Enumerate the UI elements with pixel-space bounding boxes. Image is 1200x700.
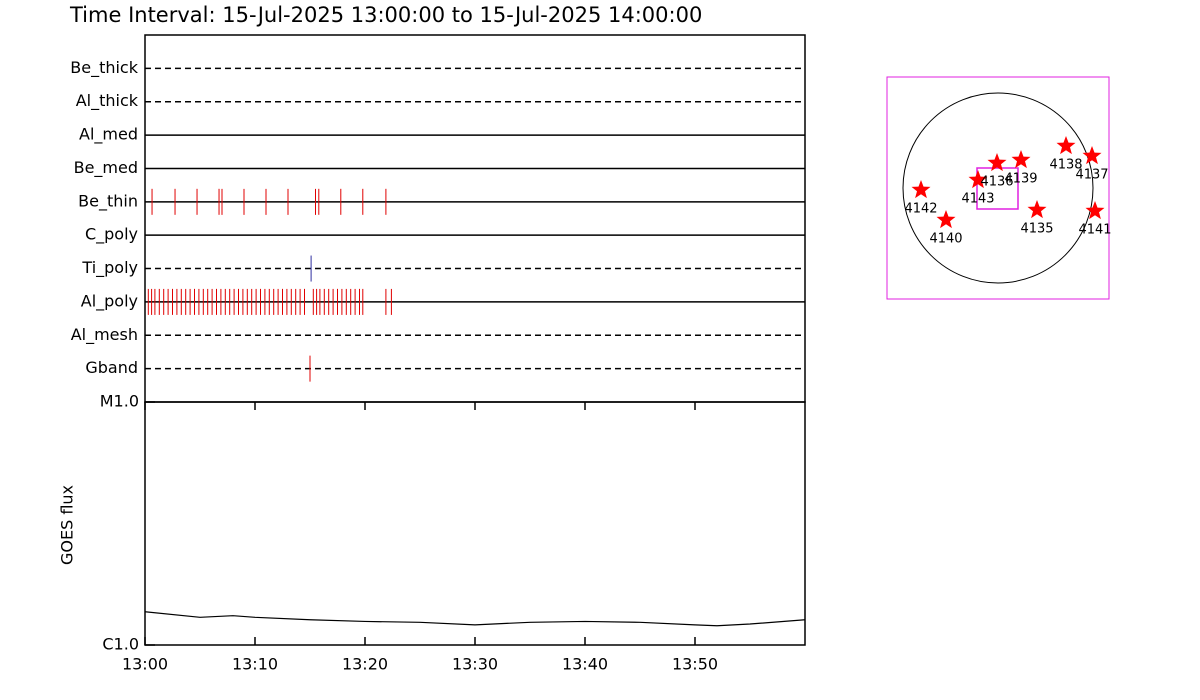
filter-label: Ti_poly — [81, 258, 138, 278]
active-region-label: 4138 — [1049, 158, 1082, 173]
active-region-star — [1011, 150, 1031, 169]
filter-label: Be_med — [74, 158, 138, 178]
active-region-label: 4137 — [1075, 168, 1108, 183]
filter-label: C_poly — [85, 225, 138, 245]
solar-limb — [902, 92, 1094, 284]
filter-label: Al_poly — [81, 291, 138, 311]
active-region-star — [987, 153, 1007, 172]
active-region-star — [911, 180, 931, 199]
filter-label: Be_thin — [78, 191, 138, 211]
active-region-label: 4143 — [961, 192, 994, 207]
active-region-label: 4140 — [929, 232, 962, 247]
active-region-label: 4142 — [904, 202, 937, 217]
filter-label: Al_mesh — [71, 325, 138, 345]
active-region-label: 4139 — [1004, 172, 1037, 187]
filter-label: Al_med — [79, 125, 138, 145]
y-tick-label: M1.0 — [100, 392, 139, 411]
filter-label: Be_thick — [70, 58, 138, 78]
x-tick-label: 13:10 — [232, 655, 278, 674]
map-frame — [886, 76, 1110, 300]
x-tick-label: 13:00 — [122, 655, 168, 674]
active-region-star — [1056, 136, 1076, 155]
y-tick-label: C1.0 — [102, 635, 139, 654]
x-tick-label: 13:30 — [452, 655, 498, 674]
active-region-label: 4136 — [980, 175, 1013, 190]
active-region-label: 4141 — [1078, 223, 1111, 238]
active-region-star — [1082, 146, 1102, 165]
filter-label: Gband — [85, 358, 138, 377]
chart-title: Time Interval: 15-Jul-2025 13:00:00 to 1… — [69, 3, 702, 27]
goes-curve — [144, 611, 806, 627]
active-region-star — [968, 170, 988, 189]
active-region-label: 4135 — [1020, 222, 1053, 237]
filter-label: Al_thick — [76, 91, 139, 111]
active-region-star — [1085, 201, 1105, 220]
x-tick-label: 13:50 — [672, 655, 718, 674]
field-of-view — [976, 167, 1019, 210]
x-tick-label: 13:20 — [342, 655, 388, 674]
active-region-star — [1027, 200, 1047, 219]
active-region-star — [936, 210, 956, 229]
y-axis-label: GOES flux — [58, 485, 77, 565]
x-tick-label: 13:40 — [562, 655, 608, 674]
